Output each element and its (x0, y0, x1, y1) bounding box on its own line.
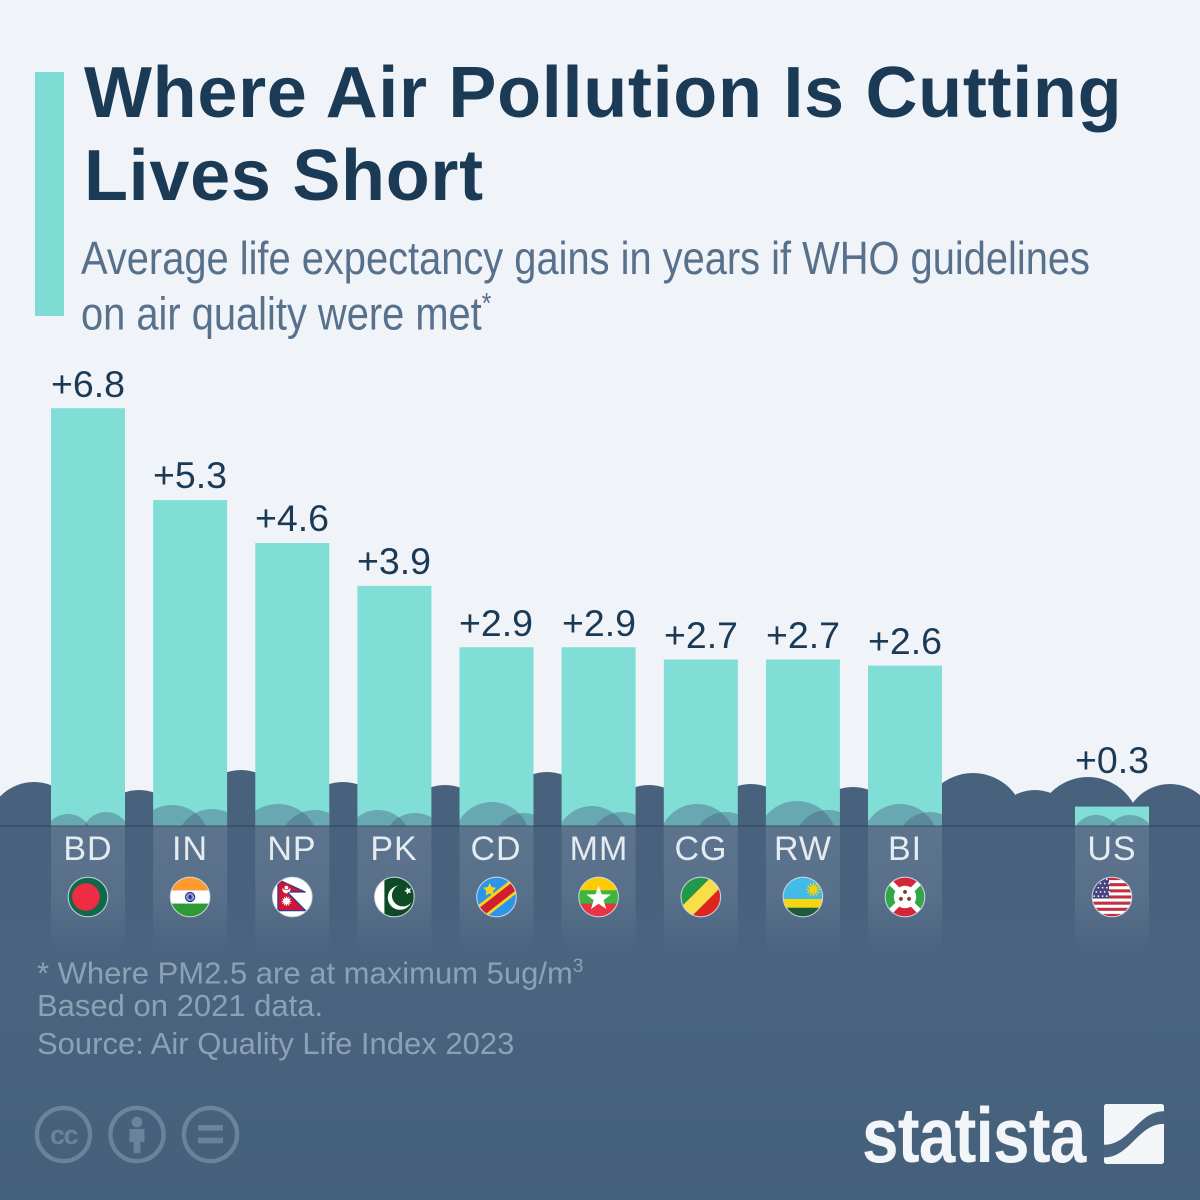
svg-text:cc: cc (50, 1120, 79, 1150)
